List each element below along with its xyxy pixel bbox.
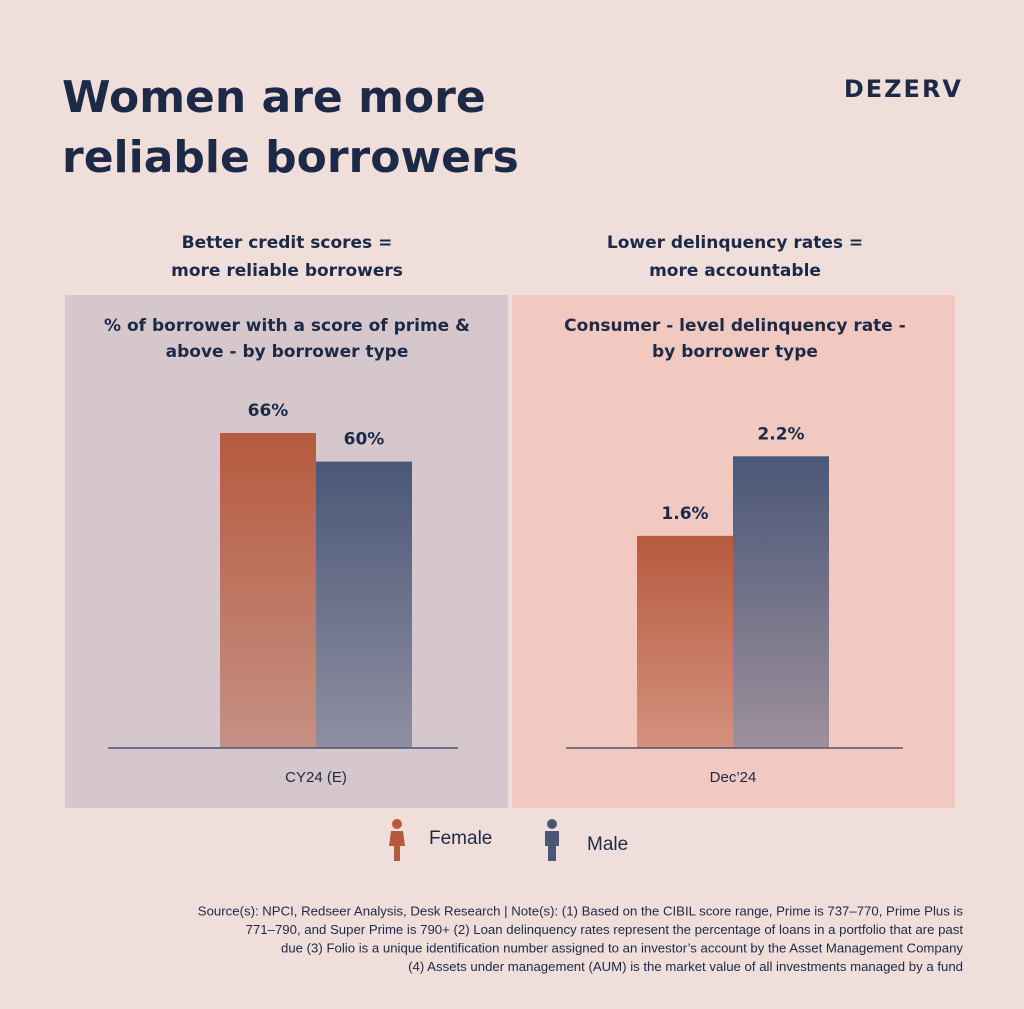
chart-title: by borrower type <box>652 342 818 362</box>
footnote: (4) Assets under management (AUM) is the… <box>408 959 963 974</box>
bar <box>637 535 733 748</box>
value-label: 2.2% <box>757 424 804 444</box>
bar <box>220 432 316 748</box>
headline: reliable borrowers <box>62 132 519 183</box>
legend-label: Male <box>587 834 628 855</box>
x-tick-label: CY24 (E) <box>285 769 347 786</box>
icon-head <box>547 819 557 829</box>
chart-title: % of borrower with a score of prime & <box>104 316 470 336</box>
icon-body <box>389 831 405 861</box>
value-label: 1.6% <box>661 504 708 524</box>
legend-icon <box>545 819 559 861</box>
value-label: 60% <box>344 430 385 450</box>
legend-label: Female <box>429 828 492 849</box>
chart-title: above - by borrower type <box>166 342 409 362</box>
section-heading: more accountable <box>649 261 821 281</box>
chart-title: Consumer - level delinquency rate - <box>564 316 906 336</box>
section-heading: Lower delinquency rates = <box>607 233 863 253</box>
section-heading: Better credit scores = <box>182 233 393 253</box>
section-heading: more reliable borrowers <box>171 261 403 281</box>
footnote: Source(s): NPCI, Redseer Analysis, Desk … <box>198 903 964 918</box>
icon-head <box>392 819 402 829</box>
icon-body <box>545 831 559 861</box>
bar <box>316 461 412 748</box>
footnote: due (3) Folio is a unique identification… <box>281 940 963 955</box>
legend-icon <box>389 819 405 861</box>
brand: DEZERV <box>844 75 963 103</box>
footnote: 771–790, and Super Prime is 790+ (2) Loa… <box>246 922 964 937</box>
x-tick-label: Dec’24 <box>710 769 757 786</box>
value-label: 66% <box>248 401 289 421</box>
bar <box>733 456 829 748</box>
headline: Women are more <box>62 72 486 123</box>
